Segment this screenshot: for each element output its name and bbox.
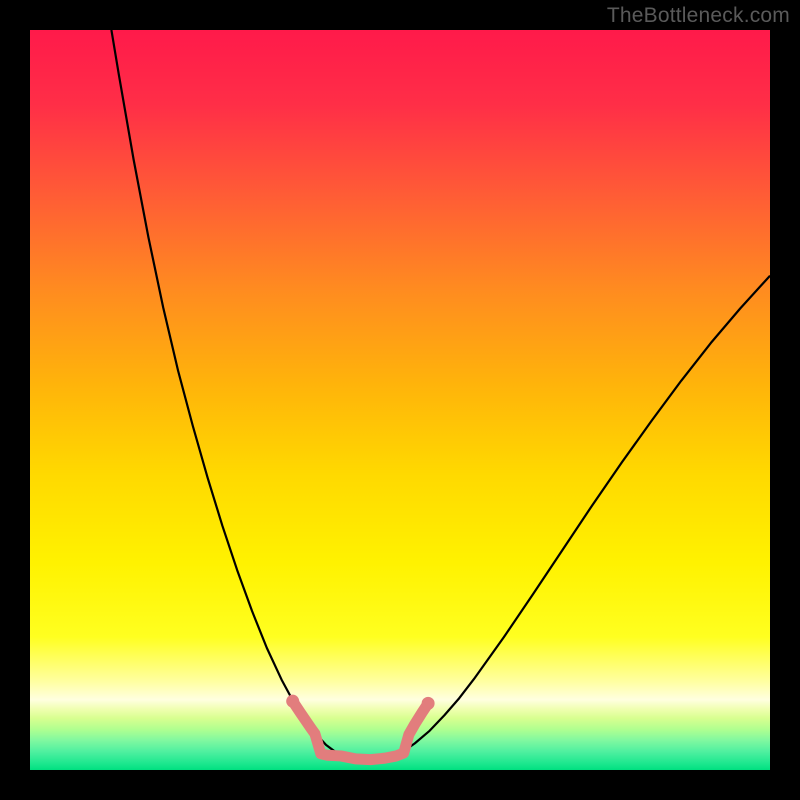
watermark-text: TheBottleneck.com xyxy=(607,4,790,28)
highlight-marker xyxy=(422,697,435,710)
gradient-background xyxy=(30,30,770,770)
chart-container: TheBottleneck.com xyxy=(0,0,800,800)
highlight-marker xyxy=(286,695,299,708)
bottleneck-chart xyxy=(0,0,800,800)
